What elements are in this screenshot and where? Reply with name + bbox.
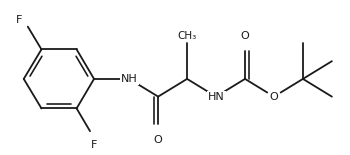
Text: F: F (16, 15, 22, 25)
Text: NH: NH (121, 74, 138, 84)
Text: HN: HN (208, 92, 224, 102)
Text: CH₃: CH₃ (177, 31, 197, 41)
Text: O: O (270, 92, 278, 102)
Text: O: O (241, 31, 250, 41)
Text: F: F (91, 140, 97, 150)
Text: O: O (154, 135, 162, 145)
